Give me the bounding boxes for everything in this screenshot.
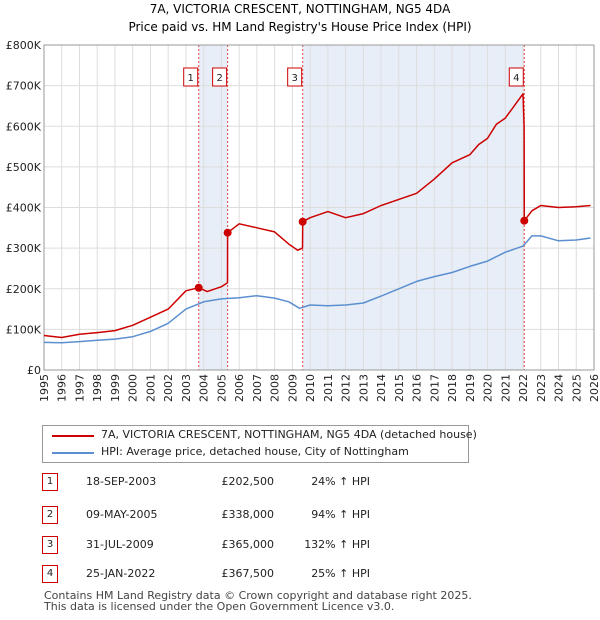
sale-number-label: 2 <box>216 73 222 84</box>
sale-price: £367,500 <box>221 567 275 580</box>
y-tick-label: £100K <box>6 323 42 336</box>
x-tick-label: 2015 <box>393 374 406 402</box>
x-tick-label: 2010 <box>304 374 317 402</box>
legend-label-property: 7A, VICTORIA CRESCENT, NOTTINGHAM, NG5 4… <box>101 428 477 441</box>
y-tick-label: £600K <box>6 120 42 133</box>
sale-hpi-change: 132% ↑ HPI <box>304 538 370 551</box>
chart-subtitle: Price paid vs. HM Land Registry's House … <box>128 20 471 34</box>
sale-number-badge: 3 <box>42 536 58 554</box>
sale-hpi-change: 24% ↑ HPI <box>311 475 370 488</box>
x-tick-label: 2007 <box>251 374 264 402</box>
x-tick-label: 2001 <box>144 374 157 402</box>
sale-number-badge: 2 <box>42 506 58 524</box>
sale-point <box>194 283 203 292</box>
sale-number-badge: 4 <box>42 565 58 583</box>
sale-number-box <box>183 67 199 87</box>
chart-title: 7A, VICTORIA CRESCENT, NOTTINGHAM, NG5 4… <box>150 2 451 16</box>
x-tick-label: 2003 <box>180 374 193 402</box>
x-tick-label: 2011 <box>322 374 335 402</box>
sale-date: 25-JAN-2022 <box>86 567 156 580</box>
x-tick-label: 2025 <box>570 374 583 402</box>
x-tick-label: 1999 <box>109 374 122 402</box>
x-tick-label: 2006 <box>233 374 246 402</box>
sale-point <box>298 217 307 226</box>
legend-swatch-hpi <box>52 452 94 454</box>
table-row: 3 31-JUL-2009 £365,000 132% ↑ HPI <box>42 536 382 554</box>
x-tick-label: 1995 <box>38 374 51 402</box>
x-tick-label: 2026 <box>588 374 600 402</box>
sale-number-label: 1 <box>188 73 194 84</box>
sale-price: £365,000 <box>221 538 275 551</box>
x-tick-label: 2005 <box>215 374 228 402</box>
x-tick-label: 2002 <box>162 374 175 402</box>
sale-number-label: 3 <box>291 73 297 84</box>
footer-line-license: This data is licensed under the Open Gov… <box>44 600 395 613</box>
x-tick-label: 2008 <box>269 374 282 402</box>
x-tick-label: 1998 <box>91 374 104 402</box>
footer-line-copyright: Contains HM Land Registry data © Crown c… <box>44 589 472 602</box>
property-price-line <box>43 93 591 339</box>
sale-markers-vertical: 1 2 3 4 <box>183 45 525 370</box>
x-tick-label: 2016 <box>411 374 424 402</box>
y-tick-label: £500K <box>6 161 42 174</box>
x-tick-label: 2021 <box>499 374 512 402</box>
price-chart: 7A, VICTORIA CRESCENT, NOTTINGHAM, NG5 4… <box>6 2 600 402</box>
y-tick-label: £200K <box>6 283 42 296</box>
sale-date: 31-JUL-2009 <box>86 538 154 551</box>
x-tick-label: 2022 <box>517 374 530 402</box>
y-axis-labels: £0 £100K £200K £300K £400K £500K £600K £700K £80… <box>6 39 42 377</box>
series-lines <box>43 93 591 344</box>
sale-hpi-change: 25% ↑ HPI <box>311 567 370 580</box>
x-tick-label: 2019 <box>464 374 477 402</box>
x-axis-labels: 1995 1996 1997 1998 1999 2000 2001 2002 2003 2004… <box>38 374 600 402</box>
sale-points <box>194 216 529 292</box>
x-tick-label: 2009 <box>286 374 299 402</box>
x-tick-label: 2014 <box>375 374 388 402</box>
sale-date: 09-MAY-2005 <box>86 508 158 521</box>
y-tick-label: £700K <box>6 80 42 93</box>
sale-number-box <box>212 67 228 87</box>
x-tick-label: 2000 <box>127 374 140 402</box>
legend-label-hpi: HPI: Average price, detached house, City… <box>101 445 409 458</box>
y-tick-label: £800K <box>6 39 42 52</box>
sale-number-label: 4 <box>513 73 519 84</box>
x-tick-label: 1996 <box>56 374 69 402</box>
sale-price: £202,500 <box>221 475 275 488</box>
legend-swatch-property <box>52 435 94 437</box>
plot-frame <box>43 44 595 371</box>
sale-point <box>223 228 232 237</box>
sale-number-box <box>287 67 303 87</box>
sale-point <box>520 216 529 225</box>
y-tick-label: £0 <box>27 364 41 377</box>
sale-date: 18-SEP-2003 <box>86 475 157 488</box>
y-tick-label: £400K <box>6 202 42 215</box>
footer-attribution: Contains HM Land Registry data © Crown c… <box>44 590 472 612</box>
sale-number-badge: 1 <box>42 473 58 491</box>
sale-number-box <box>508 67 524 87</box>
table-row: 1 18-SEP-2003 £202,500 24% ↑ HPI <box>42 473 382 491</box>
legend: 7A, VICTORIA CRESCENT, NOTTINGHAM, NG5 4… <box>42 425 477 463</box>
table-row: 4 25-JAN-2022 £367,500 25% ↑ HPI <box>42 565 382 583</box>
x-tick-label: 2012 <box>340 374 353 402</box>
x-tick-label: 2013 <box>357 374 370 402</box>
table-row: 2 09-MAY-2005 £338,000 94% ↑ HPI <box>42 506 382 524</box>
x-tick-label: 2004 <box>198 374 211 402</box>
x-tick-label: 2024 <box>553 374 566 402</box>
hpi-line <box>43 235 591 344</box>
x-tick-label: 2018 <box>446 374 459 402</box>
sale-price: £338,000 <box>221 508 275 521</box>
x-tick-label: 2020 <box>482 374 495 402</box>
x-tick-label: 2023 <box>535 374 548 402</box>
sale-hpi-change: 94% ↑ HPI <box>311 508 370 521</box>
x-tick-label: 2017 <box>428 374 441 402</box>
y-tick-label: £300K <box>6 242 42 255</box>
x-tick-label: 1997 <box>73 374 86 402</box>
